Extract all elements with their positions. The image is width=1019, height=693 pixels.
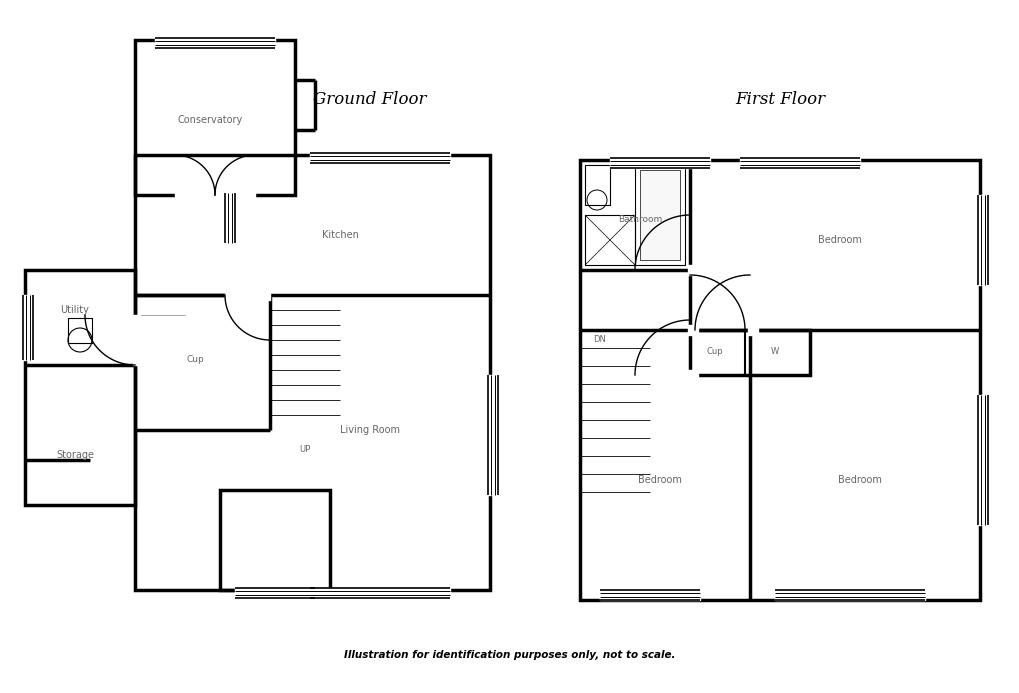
Polygon shape: [739, 158, 859, 168]
Text: Bathroom: Bathroom: [618, 216, 661, 225]
Text: W: W: [770, 347, 779, 356]
Polygon shape: [155, 38, 275, 48]
Bar: [585, 165, 609, 205]
Text: Living Room: Living Room: [339, 425, 399, 435]
Polygon shape: [23, 295, 33, 360]
Polygon shape: [688, 265, 697, 275]
Bar: [220, 490, 330, 590]
Polygon shape: [688, 325, 697, 335]
Text: Cup: Cup: [706, 347, 722, 356]
Polygon shape: [747, 325, 757, 335]
Text: Bedroom: Bedroom: [817, 235, 861, 245]
Bar: [689, 330, 809, 375]
Bar: [68, 318, 92, 343]
Polygon shape: [310, 588, 449, 598]
Text: Utility: Utility: [60, 305, 90, 315]
Text: First Floor: First Floor: [735, 91, 824, 109]
Text: Conservatory: Conservatory: [177, 115, 243, 125]
Text: Cup: Cup: [185, 356, 204, 365]
Polygon shape: [487, 375, 497, 495]
Bar: [635, 165, 685, 265]
Text: Kitchen: Kitchen: [321, 230, 358, 240]
Text: Illustration for identification purposes only, not to scale.: Illustration for identification purposes…: [344, 650, 676, 660]
Bar: [25, 270, 135, 505]
Text: Bedroom: Bedroom: [638, 475, 682, 485]
Polygon shape: [688, 370, 697, 378]
Polygon shape: [175, 190, 255, 200]
Polygon shape: [599, 590, 699, 600]
Bar: [580, 160, 979, 600]
Polygon shape: [977, 195, 987, 285]
Polygon shape: [977, 395, 987, 525]
Text: DN: DN: [593, 335, 606, 344]
Text: Ground Floor: Ground Floor: [313, 91, 426, 109]
Polygon shape: [609, 158, 709, 168]
Bar: [135, 155, 489, 590]
Polygon shape: [225, 193, 234, 243]
Bar: [639, 170, 680, 260]
Polygon shape: [225, 293, 270, 300]
Bar: [135, 40, 294, 195]
Text: UP: UP: [300, 446, 311, 455]
Polygon shape: [310, 153, 449, 163]
Text: Bedroom: Bedroom: [838, 475, 881, 485]
Polygon shape: [132, 315, 140, 365]
Text: Storage: Storage: [56, 450, 94, 460]
Polygon shape: [774, 590, 924, 600]
Polygon shape: [234, 588, 315, 598]
Bar: [585, 215, 635, 265]
